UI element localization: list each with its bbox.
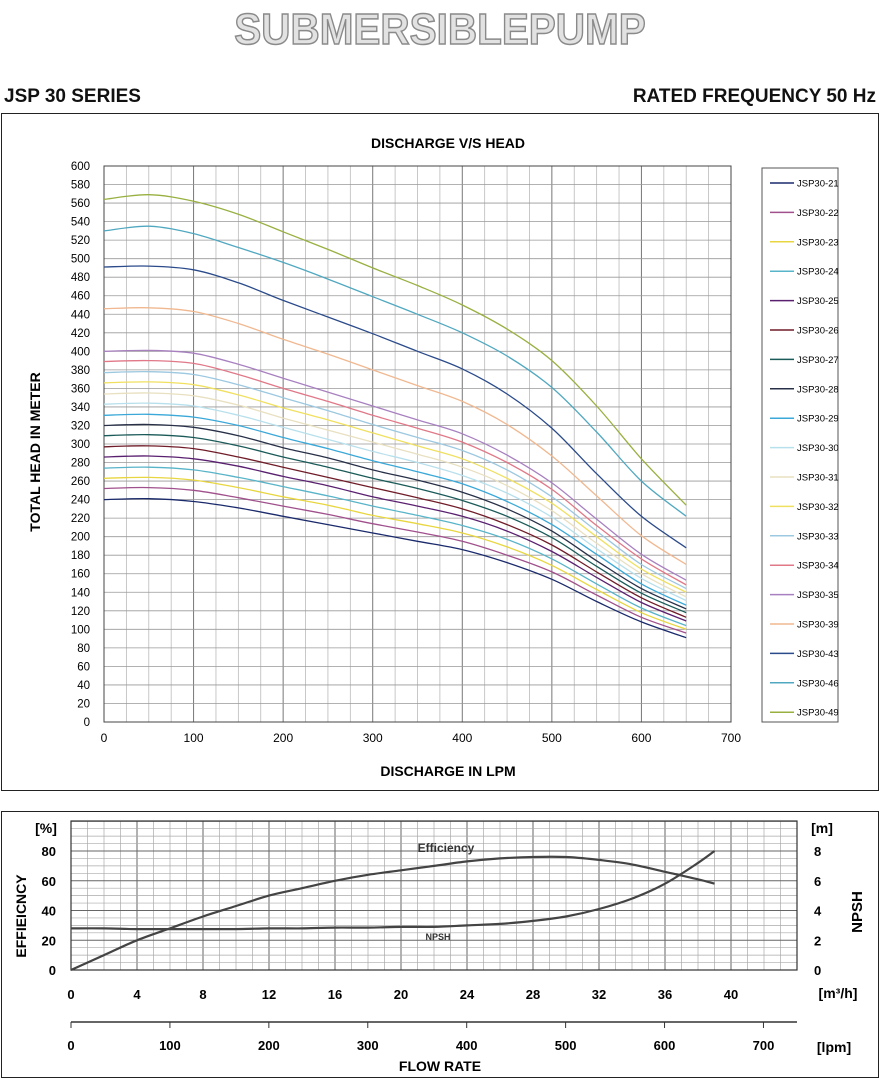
head-chart-panel bbox=[1, 113, 879, 791]
series-title: JSP 30 SERIES bbox=[4, 86, 141, 107]
frequency-title: RATED FREQUENCY 50 Hz bbox=[632, 86, 876, 107]
efficiency-chart-panel bbox=[1, 811, 879, 1078]
banner-logo: SUBMERSIBLEPUMP bbox=[234, 4, 647, 54]
banner-text: SUBMERSIBLEPUMP bbox=[234, 4, 645, 53]
